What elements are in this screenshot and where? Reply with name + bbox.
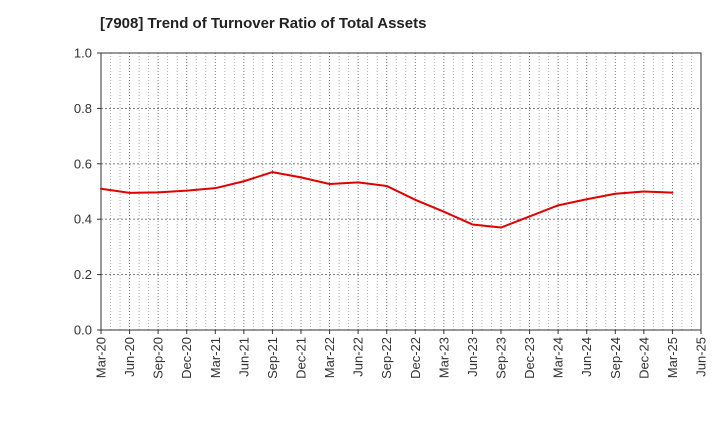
x-tick-label: Sep-21 bbox=[265, 337, 280, 379]
x-tick-label: Mar-23 bbox=[436, 337, 451, 378]
plot-frame bbox=[100, 52, 702, 331]
x-tick-label: Dec-21 bbox=[294, 337, 309, 379]
y-tick-label: 0.6 bbox=[74, 156, 92, 171]
x-tick-label: Sep-22 bbox=[379, 337, 394, 379]
x-tick-label: Jun-21 bbox=[236, 337, 251, 377]
x-tick-label: Jun-22 bbox=[351, 337, 366, 377]
y-tick-label: 0.0 bbox=[74, 323, 92, 338]
x-tick-label: Mar-22 bbox=[322, 337, 337, 378]
y-tick-label: 0.8 bbox=[74, 101, 92, 116]
x-tick-label: Sep-23 bbox=[494, 337, 509, 379]
x-tick-label: Sep-24 bbox=[608, 337, 623, 379]
x-tick-label: Mar-25 bbox=[665, 337, 680, 378]
y-tick-label: 0.4 bbox=[74, 212, 92, 227]
x-tick-label: Dec-20 bbox=[179, 337, 194, 379]
x-tick-label: Mar-24 bbox=[551, 337, 566, 378]
x-tick-label: Jun-23 bbox=[465, 337, 480, 377]
x-tick-label: Jun-24 bbox=[579, 337, 594, 377]
x-tick-label: Dec-23 bbox=[522, 337, 537, 379]
y-tick-label: 0.2 bbox=[74, 267, 92, 282]
x-tick-label: Sep-20 bbox=[151, 337, 166, 379]
y-tick-label: 1.0 bbox=[74, 46, 92, 61]
x-tick-label: Mar-21 bbox=[208, 337, 223, 378]
x-tick-label: Mar-20 bbox=[94, 337, 109, 378]
x-tick-label: Jun-25 bbox=[694, 337, 709, 377]
series-line bbox=[100, 171, 674, 229]
x-tick-label: Dec-24 bbox=[636, 337, 651, 379]
x-tick-label: Jun-20 bbox=[122, 337, 137, 377]
x-tick-label: Dec-22 bbox=[408, 337, 423, 379]
chart-title: [7908] Trend of Turnover Ratio of Total … bbox=[100, 15, 427, 32]
